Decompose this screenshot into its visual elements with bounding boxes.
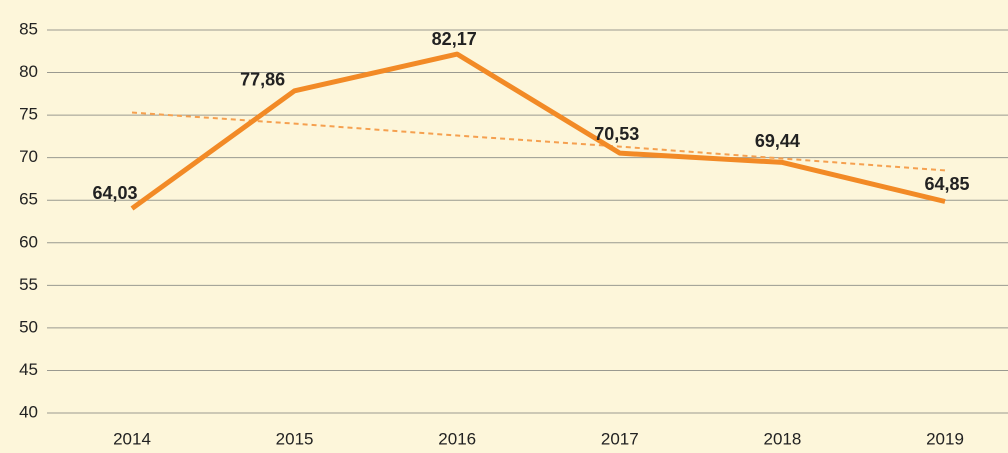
- x-tick-label: 2015: [276, 429, 314, 448]
- series-line: [130, 51, 946, 211]
- y-tick-label: 65: [19, 190, 38, 209]
- x-tick-label: 2018: [763, 429, 801, 448]
- x-tick-label: 2017: [601, 429, 639, 448]
- data-label: 82,17: [432, 29, 477, 49]
- y-tick-label: 55: [19, 275, 38, 294]
- y-tick-label: 60: [19, 232, 38, 251]
- y-tick-label: 80: [19, 62, 38, 81]
- x-tick-label: 2016: [438, 429, 476, 448]
- data-label: 77,86: [240, 70, 285, 90]
- trend-line: [131, 111, 946, 172]
- x-tick-label: 2014: [113, 429, 151, 448]
- y-tick-label: 50: [19, 317, 38, 336]
- data-label: 70,53: [594, 124, 639, 144]
- data-label: 69,44: [755, 131, 800, 151]
- x-tick-label: 2019: [926, 429, 964, 448]
- y-tick-label: 75: [19, 105, 38, 124]
- data-label: 64,03: [92, 183, 137, 203]
- data-label: 64,85: [924, 174, 969, 194]
- y-tick-label: 85: [19, 19, 38, 38]
- y-tick-label: 45: [19, 360, 38, 379]
- y-tick-label: 40: [19, 402, 38, 421]
- y-tick-label: 70: [19, 147, 38, 166]
